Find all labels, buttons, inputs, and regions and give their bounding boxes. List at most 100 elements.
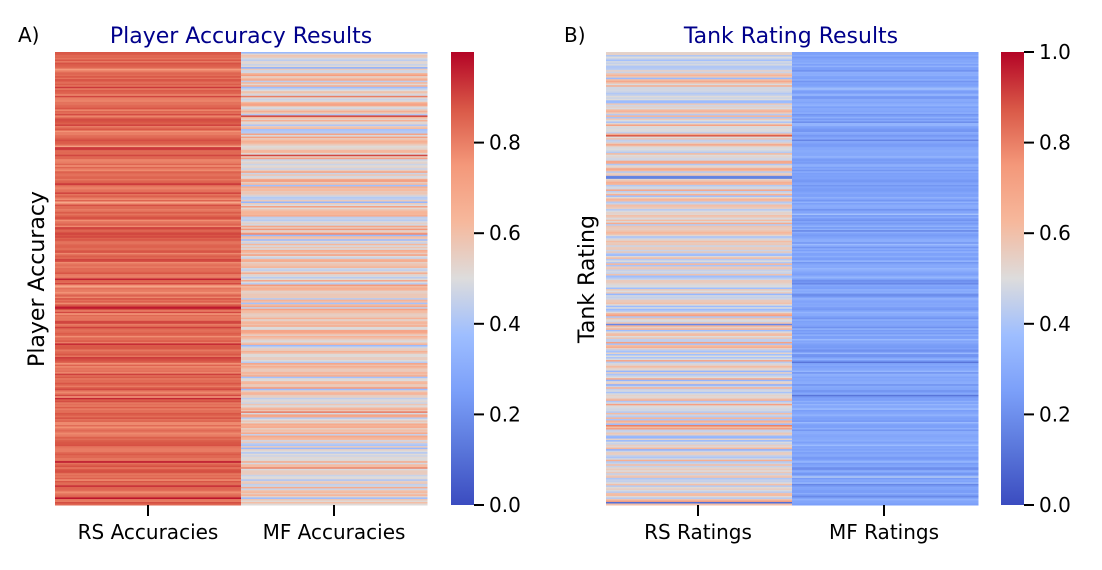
panel-a-cell-c0-r279 [55, 473, 242, 476]
panel-a-cell-c0-r257 [55, 440, 242, 443]
panel-b-cell-c0-r265 [606, 452, 793, 455]
panel-b-cell-c0-r250 [606, 429, 793, 432]
panel-b-cell-c0-r104 [606, 209, 793, 212]
panel-a-cell-c0-r233 [55, 403, 242, 406]
panel-b-cell-c0-r74 [606, 163, 793, 166]
panel-b-cell-c1-r90 [792, 187, 979, 190]
panel-a-cell-c1-r238 [241, 411, 428, 414]
panel-a-cell-c0-r225 [55, 391, 242, 394]
panel-b-cell-c0-r199 [606, 352, 793, 355]
panel-b-cell-c0-r60 [606, 142, 793, 145]
panel-a-cell-c1-r219 [241, 382, 428, 385]
panel-a-cell-c0-r251 [55, 431, 242, 434]
panel-a-cell-c0-r211 [55, 370, 242, 373]
panel-b-cell-c0-r15 [606, 74, 793, 77]
panel-b-cell-c0-r174 [606, 314, 793, 317]
panel-a-cell-c0-r202 [55, 357, 242, 360]
panel-a-cell-c0-r299 [55, 503, 242, 506]
panel-b-cell-c1-r273 [792, 464, 979, 467]
panel-b-cell-c0-r78 [606, 169, 793, 172]
panel-b-cell-c1-r8 [792, 64, 979, 67]
panel-a-cell-c0-r52 [55, 130, 242, 133]
panel-b-cell-c1-r226 [792, 393, 979, 396]
panel-b-cell-c0-r171 [606, 310, 793, 313]
panel-a-cell-c0-r206 [55, 363, 242, 366]
panel-a-cell-c1-r232 [241, 402, 428, 405]
panel-b-cell-c0-r7 [606, 62, 793, 65]
panel-b-cell-c1-r72 [792, 160, 979, 163]
panel-a-cell-c0-r32 [55, 100, 242, 103]
panel-a-cell-c0-r53 [55, 132, 242, 135]
panel-b-cell-c1-r61 [792, 144, 979, 147]
panel-a-cell-c0-r80 [55, 172, 242, 175]
panel-b-cell-c1-r42 [792, 115, 979, 118]
panel-b-cell-c0-r195 [606, 346, 793, 349]
panel-a-cell-c1-r28 [241, 94, 428, 97]
panel-b-cell-c0-r215 [606, 376, 793, 379]
panel-a-cell-c1-r169 [241, 307, 428, 310]
panel-b-cell-c0-r35 [606, 104, 793, 107]
panel-b-cell-c1-r89 [792, 186, 979, 189]
panel-a-cell-c1-r103 [241, 207, 428, 210]
panel-a-cell-c1-r179 [241, 322, 428, 325]
panel-b-cell-c1-r224 [792, 390, 979, 393]
panel-a-cell-c0-r19 [55, 80, 242, 83]
panel-b-cell-c0-r206 [606, 363, 793, 366]
panel-b-cell-c1-r133 [792, 252, 979, 255]
panel-a-cell-c0-r54 [55, 133, 242, 136]
panel-a-cell-c0-r152 [55, 281, 242, 284]
panel-a-cell-c1-r287 [241, 485, 428, 488]
panel-b-cell-c0-r275 [606, 467, 793, 470]
panel-b-cell-c1-r29 [792, 95, 979, 98]
panel-a-cell-c1-r248 [241, 426, 428, 429]
panel-b-cell-c0-r239 [606, 412, 793, 415]
panel-b-cell-c1-r225 [792, 391, 979, 394]
panel-b-cell-c1-r185 [792, 331, 979, 334]
panel-a-cell-c0-r70 [55, 157, 242, 160]
panel-b-cell-c0-r160 [606, 293, 793, 296]
panel-b-cell-c0-r268 [606, 456, 793, 459]
panel-a-cell-c1-r48 [241, 124, 428, 127]
panel-a-cell-c0-r285 [55, 482, 242, 485]
panel-b-cell-c0-r5 [606, 59, 793, 62]
panel-a-cell-c1-r170 [241, 308, 428, 311]
panel-b-cell-c1-r176 [792, 317, 979, 320]
panel-a-cell-c0-r221 [55, 385, 242, 388]
panel-b-cell-c1-r19 [792, 80, 979, 83]
panel-a-cell-c0-r15 [55, 74, 242, 77]
panel-b-cell-c1-r154 [792, 284, 979, 287]
panel-b-heatmap [606, 52, 979, 506]
panel-b-cell-c0-r108 [606, 215, 793, 218]
panel-a-cell-c1-r59 [241, 141, 428, 144]
panel-b-cell-c0-r114 [606, 224, 793, 227]
panel-a-cell-c0-r67 [55, 153, 242, 156]
panel-a-cell-c0-r74 [55, 163, 242, 166]
panel-a-cell-c1-r233 [241, 403, 428, 406]
panel-b-cell-c1-r26 [792, 91, 979, 94]
panel-b-cell-c0-r205 [606, 361, 793, 364]
panel-b-cell-c0-r50 [606, 127, 793, 130]
panel-a-cell-c0-r77 [55, 168, 242, 171]
panel-b-cell-c1-r260 [792, 444, 979, 447]
panel-b-cell-c0-r157 [606, 289, 793, 292]
panel-a-cell-c1-r260 [241, 444, 428, 447]
panel-a-cell-c0-r44 [55, 118, 242, 121]
panel-a-cell-c0-r253 [55, 434, 242, 437]
panel-a-cell-c0-r34 [55, 103, 242, 106]
panel-b-cell-c0-r236 [606, 408, 793, 411]
panel-a-cell-c1-r91 [241, 189, 428, 192]
panel-a-cell-c1-r210 [241, 369, 428, 372]
panel-b-cell-c0-r53 [606, 132, 793, 135]
panel-b-cell-c0-r137 [606, 258, 793, 261]
panel-b-cell-c0-r257 [606, 440, 793, 443]
panel-b-cell-c1-r71 [792, 159, 979, 162]
panel-b-cell-c0-r222 [606, 387, 793, 390]
panel-b-cell-c1-r36 [792, 106, 979, 109]
panel-b-cell-c1-r85 [792, 180, 979, 183]
panel-b-cell-c1-r25 [792, 89, 979, 92]
panel-a-cell-c0-r5 [55, 59, 242, 62]
panel-b-cell-c0-r36 [606, 106, 793, 109]
panel-a-cell-c0-r181 [55, 325, 242, 328]
panel-a-cell-c0-r41 [55, 113, 242, 116]
panel-a-cell-c1-r197 [241, 349, 428, 352]
